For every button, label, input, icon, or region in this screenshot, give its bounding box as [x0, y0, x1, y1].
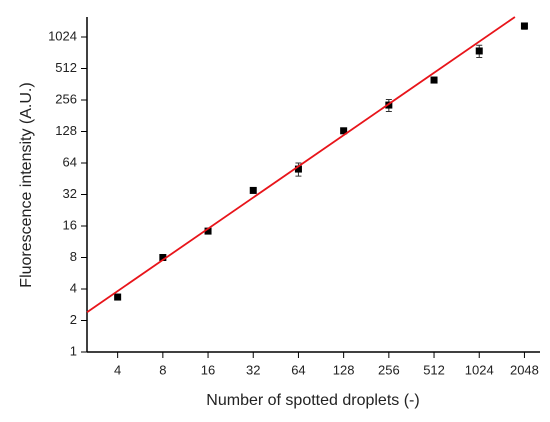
x-tick-label: 4: [114, 362, 121, 377]
point: [204, 227, 212, 235]
x-tick-label: 16: [201, 362, 215, 377]
point: [294, 165, 302, 173]
x-tick-label: 32: [246, 362, 260, 377]
point: [114, 293, 122, 301]
y-axis-title: Fluorescence intensity (A.U.): [18, 82, 35, 287]
point: [430, 76, 438, 84]
x-tick-label: 256: [378, 362, 400, 377]
x-tick-label: 512: [423, 362, 445, 377]
point: [475, 47, 483, 55]
y-tick-label: 1: [70, 343, 77, 358]
y-tick-label: 1024: [48, 28, 77, 43]
point: [159, 253, 167, 261]
x-axis-title: Number of spotted droplets (-): [206, 392, 419, 409]
y-tick-label: 8: [70, 249, 77, 264]
y-tick-label: 4: [70, 280, 77, 295]
x-tick-label: 2048: [510, 362, 539, 377]
x-tick-label: 64: [291, 362, 305, 377]
x-tick-label: 128: [333, 362, 355, 377]
x-tick-label: 8: [159, 362, 166, 377]
point: [249, 186, 257, 194]
y-tick-label: 32: [63, 186, 77, 201]
point: [340, 127, 348, 135]
fit-line: [86, 16, 516, 313]
y-tick-label: 64: [63, 154, 77, 169]
x-tick-label: 1024: [465, 362, 494, 377]
y-tick-label: 16: [63, 217, 77, 232]
y-tick-label: 512: [55, 60, 77, 75]
y-tick-label: 256: [55, 91, 77, 106]
point: [520, 22, 528, 30]
y-tick-label: 2: [70, 312, 77, 327]
y-tick-label: 128: [55, 123, 77, 138]
